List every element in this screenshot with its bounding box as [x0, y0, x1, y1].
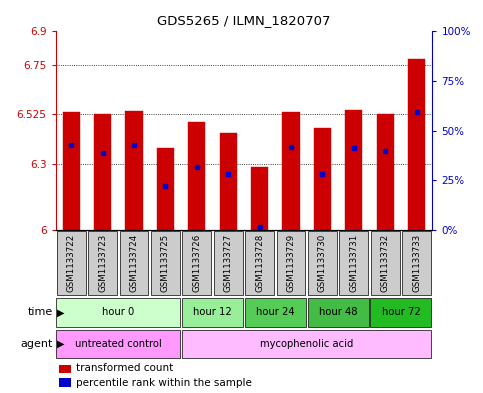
Text: mycophenolic acid: mycophenolic acid [260, 339, 354, 349]
Bar [370, 298, 431, 327]
Bar [314, 129, 331, 230]
Bar [308, 298, 369, 327]
Bar [182, 330, 431, 358]
Text: hour 24: hour 24 [256, 307, 295, 318]
Text: GSM1133729: GSM1133729 [286, 234, 296, 292]
Text: hour 0: hour 0 [102, 307, 134, 318]
Text: ▶: ▶ [57, 307, 64, 318]
Text: hour 48: hour 48 [319, 307, 357, 318]
Text: GSM1133726: GSM1133726 [192, 234, 201, 292]
Bar [377, 114, 394, 230]
Bar [245, 231, 274, 296]
Bar [151, 231, 180, 296]
Bar [63, 112, 80, 230]
Bar [214, 231, 242, 296]
Bar [120, 231, 148, 296]
Bar [245, 298, 306, 327]
Text: GSM1133727: GSM1133727 [224, 234, 233, 292]
Text: time: time [28, 307, 53, 318]
Bar [88, 231, 117, 296]
Text: agent: agent [21, 339, 53, 349]
Text: hour 72: hour 72 [382, 307, 420, 318]
Bar [157, 148, 174, 230]
Bar [345, 110, 362, 230]
Bar [277, 231, 305, 296]
Bar [94, 114, 111, 230]
Text: GSM1133728: GSM1133728 [255, 234, 264, 292]
Text: GSM1133724: GSM1133724 [129, 234, 139, 292]
Text: untreated control: untreated control [75, 339, 162, 349]
Bar [57, 231, 85, 296]
Text: ▶: ▶ [57, 339, 64, 349]
Bar [308, 231, 337, 296]
Bar [182, 298, 243, 327]
Bar [57, 298, 180, 327]
Bar [408, 59, 425, 230]
Text: GDS5265 / ILMN_1820707: GDS5265 / ILMN_1820707 [157, 14, 331, 27]
Text: transformed count: transformed count [76, 364, 173, 373]
Bar [59, 365, 71, 373]
Bar [183, 231, 211, 296]
Bar [283, 112, 299, 230]
Text: percentile rank within the sample: percentile rank within the sample [76, 378, 252, 387]
Text: GSM1133733: GSM1133733 [412, 234, 421, 292]
Bar [126, 111, 142, 230]
Bar [402, 231, 431, 296]
Bar [340, 231, 368, 296]
Text: GSM1133725: GSM1133725 [161, 234, 170, 292]
Bar [188, 122, 205, 230]
Text: GSM1133722: GSM1133722 [67, 234, 76, 292]
Bar [220, 133, 237, 230]
Bar [371, 231, 399, 296]
Text: GSM1133732: GSM1133732 [381, 234, 390, 292]
Text: GSM1133723: GSM1133723 [98, 234, 107, 292]
Text: hour 12: hour 12 [193, 307, 232, 318]
Text: GSM1133730: GSM1133730 [318, 234, 327, 292]
Text: GSM1133731: GSM1133731 [349, 234, 358, 292]
Bar [251, 167, 268, 230]
Bar [57, 330, 180, 358]
Bar [59, 378, 71, 387]
